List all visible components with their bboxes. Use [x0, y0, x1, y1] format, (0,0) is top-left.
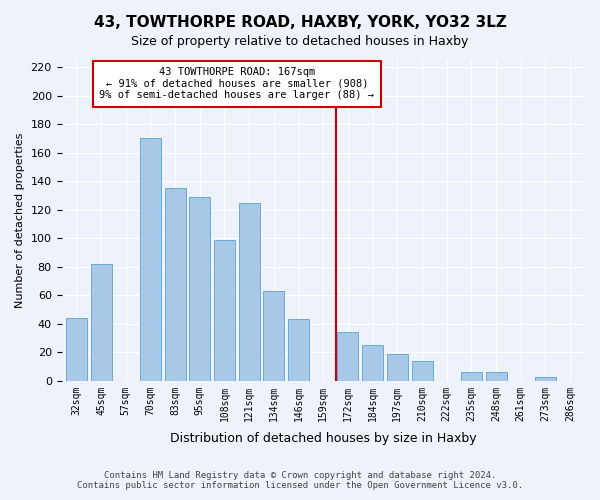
Bar: [190, 197, 210, 381]
Bar: [337, 332, 358, 381]
Bar: [288, 320, 309, 381]
Text: Contains HM Land Registry data © Crown copyright and database right 2024.
Contai: Contains HM Land Registry data © Crown c…: [77, 470, 523, 490]
Bar: [461, 372, 482, 381]
Bar: [263, 291, 284, 381]
Bar: [535, 376, 556, 381]
Text: 43, TOWTHORPE ROAD, HAXBY, YORK, YO32 3LZ: 43, TOWTHORPE ROAD, HAXBY, YORK, YO32 3L…: [94, 15, 506, 30]
Bar: [387, 354, 408, 381]
Bar: [362, 345, 383, 381]
Bar: [214, 240, 235, 381]
Bar: [140, 138, 161, 381]
Bar: [239, 202, 260, 381]
Bar: [164, 188, 185, 381]
Text: 43 TOWTHORPE ROAD: 167sqm
← 91% of detached houses are smaller (908)
9% of semi-: 43 TOWTHORPE ROAD: 167sqm ← 91% of detac…: [100, 67, 374, 100]
Y-axis label: Number of detached properties: Number of detached properties: [15, 132, 25, 308]
Bar: [485, 372, 506, 381]
Text: Size of property relative to detached houses in Haxby: Size of property relative to detached ho…: [131, 35, 469, 48]
X-axis label: Distribution of detached houses by size in Haxby: Distribution of detached houses by size …: [170, 432, 476, 445]
Bar: [66, 318, 87, 381]
Bar: [412, 361, 433, 381]
Bar: [91, 264, 112, 381]
